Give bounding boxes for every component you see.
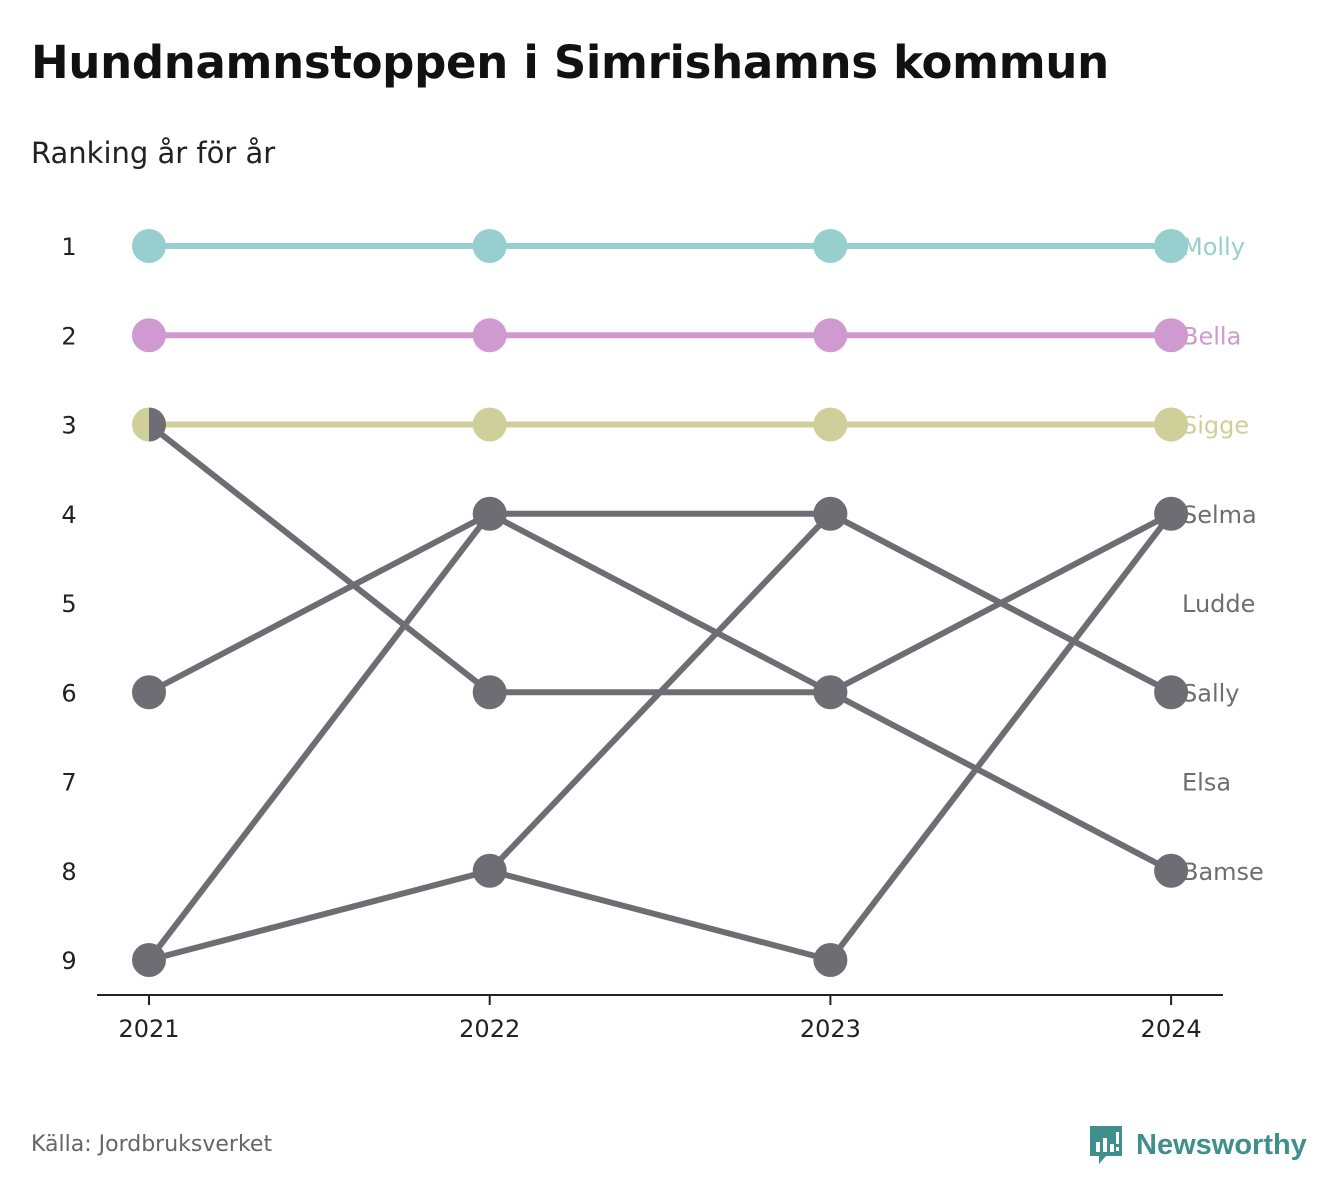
- source-note: Källa: Jordbruksverket: [31, 1132, 273, 1157]
- data-point: [472, 675, 507, 710]
- chart-title: Hundnamnstoppen i Simrishamns kommun: [31, 36, 1109, 89]
- data-point: [1154, 675, 1189, 710]
- data-point: [813, 407, 848, 442]
- newsworthy-logo-icon: [1090, 1126, 1122, 1164]
- end-label-sally: Sally: [1182, 679, 1239, 707]
- grey-series-lines: [146, 421, 1175, 963]
- y-tick-label: 4: [61, 501, 76, 529]
- data-point: [813, 496, 848, 531]
- end-labels: Molly Bella Sigge Selma Ludde Sally Elsa Bamse: [1182, 233, 1264, 886]
- data-point: [813, 318, 848, 353]
- y-tick-label: 9: [61, 947, 76, 975]
- data-point: [813, 229, 848, 263]
- end-label-bella: Bella: [1182, 322, 1241, 350]
- series-line-selma: [146, 510, 1175, 696]
- data-point: [132, 229, 166, 263]
- data-point: [813, 675, 848, 710]
- data-point: [1154, 496, 1189, 531]
- x-tick-label: 2022: [459, 1015, 520, 1043]
- data-point: [132, 407, 149, 442]
- series-line-elsa: [146, 421, 1175, 874]
- brand-logo: Newsworthy: [1088, 1124, 1307, 1166]
- data-point: [472, 496, 507, 531]
- y-tick-label: 3: [61, 412, 76, 440]
- end-label-bamse: Bamse: [1182, 858, 1264, 886]
- data-point: [1154, 318, 1189, 353]
- end-label-selma: Selma: [1182, 501, 1257, 529]
- y-tick-label: 7: [61, 769, 76, 797]
- end-label-ludde: Ludde: [1182, 590, 1255, 618]
- end-label-elsa: Elsa: [1182, 769, 1231, 797]
- data-point: [472, 407, 507, 442]
- data-point: [1154, 853, 1189, 888]
- y-tick-label: 6: [61, 679, 76, 707]
- y-tick-label: 8: [61, 858, 76, 886]
- x-tick-label: 2024: [1141, 1015, 1202, 1043]
- data-point: [1154, 407, 1189, 442]
- series-line-sally: [146, 510, 1175, 963]
- chart-subtitle: Ranking år för år: [31, 136, 276, 170]
- x-tick-label: 2023: [800, 1015, 861, 1043]
- data-point: [132, 675, 166, 710]
- series-line-ludde: [146, 510, 1175, 963]
- data-point: [813, 943, 848, 977]
- highlight-series-lines: [146, 243, 1175, 428]
- y-tick-label: 5: [61, 590, 76, 618]
- data-point: [472, 853, 507, 888]
- y-tick-label: 1: [61, 233, 76, 261]
- end-label-sigge: Sigge: [1182, 412, 1249, 440]
- y-tick-label: 2: [61, 322, 76, 350]
- bump-chart: 1 2 3 4 5 6 7 8 9 2021 2022 2023 2024 Molly Bella Sig…: [61, 229, 1264, 1043]
- data-point: [472, 318, 507, 353]
- end-label-molly: Molly: [1182, 233, 1245, 261]
- x-tick-label: 2021: [118, 1015, 179, 1043]
- data-point: [132, 943, 166, 977]
- y-axis-ticks: 1 2 3 4 5 6 7 8 9: [61, 233, 76, 975]
- data-point: [132, 318, 166, 353]
- series-points: [132, 229, 1189, 977]
- data-point: [149, 407, 166, 442]
- data-point: [472, 229, 507, 263]
- x-axis: 2021 2022 2023 2024: [97, 994, 1223, 1043]
- brand-name: Newsworthy: [1136, 1128, 1307, 1161]
- data-point: [1154, 229, 1189, 263]
